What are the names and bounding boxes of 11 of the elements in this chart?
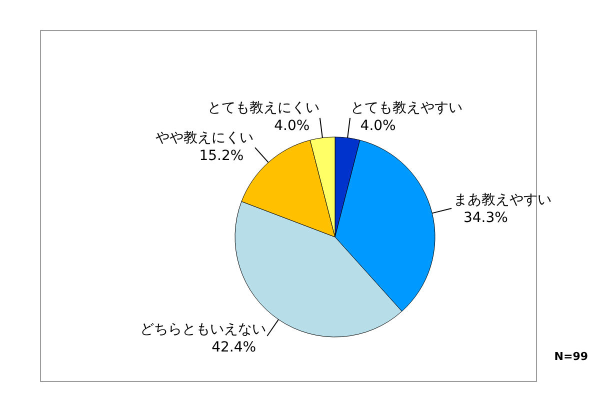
- data-label: 34.3%: [463, 210, 508, 226]
- data-label: 4.0%: [274, 118, 310, 134]
- data-label: 42.4%: [212, 340, 256, 356]
- slice-label: とても教えにくい: [208, 100, 320, 116]
- slice-label: どちらともいえない: [140, 322, 266, 338]
- slice-label: やや教えにくい: [156, 130, 254, 146]
- slice-label: とても教えやすい: [350, 100, 462, 116]
- data-label: 4.0%: [360, 118, 396, 134]
- data-label: 15.2%: [199, 148, 244, 164]
- slice-label: まあ教えやすい: [453, 192, 552, 208]
- text: N=99: [554, 350, 588, 363]
